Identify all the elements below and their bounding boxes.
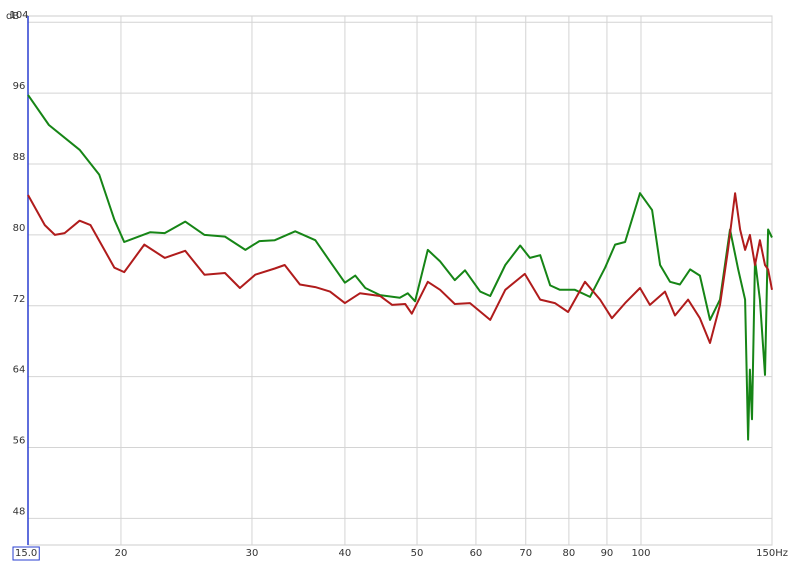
- x-tick-label: 100: [631, 548, 650, 559]
- y-axis-label: dB: [6, 11, 19, 22]
- x-tick-label: 80: [563, 548, 576, 559]
- x-tick-label: 50: [411, 548, 424, 559]
- x-tick-label: 15.0: [15, 548, 37, 559]
- y-tick-label: 104: [9, 10, 28, 21]
- x-tick-label: 90: [601, 548, 614, 559]
- series-line: [27, 192, 773, 344]
- x-tick-label: 70: [519, 548, 532, 559]
- x-tick-label: 20: [115, 548, 128, 559]
- y-tick-label: 96: [13, 81, 26, 92]
- x-tick-label: 30: [246, 548, 259, 559]
- y-tick-label: 80: [13, 223, 26, 234]
- x-tick-label: 150Hz: [756, 548, 788, 559]
- y-tick-label: 88: [13, 152, 26, 163]
- y-tick-label: 72: [13, 294, 26, 305]
- x-tick-label: 60: [470, 548, 483, 559]
- x-tick-label: 40: [339, 548, 352, 559]
- y-tick-label: 56: [13, 436, 26, 447]
- y-tick-label: 64: [13, 365, 26, 376]
- y-tick-label: 48: [13, 506, 26, 517]
- x-start-box: [12, 546, 40, 561]
